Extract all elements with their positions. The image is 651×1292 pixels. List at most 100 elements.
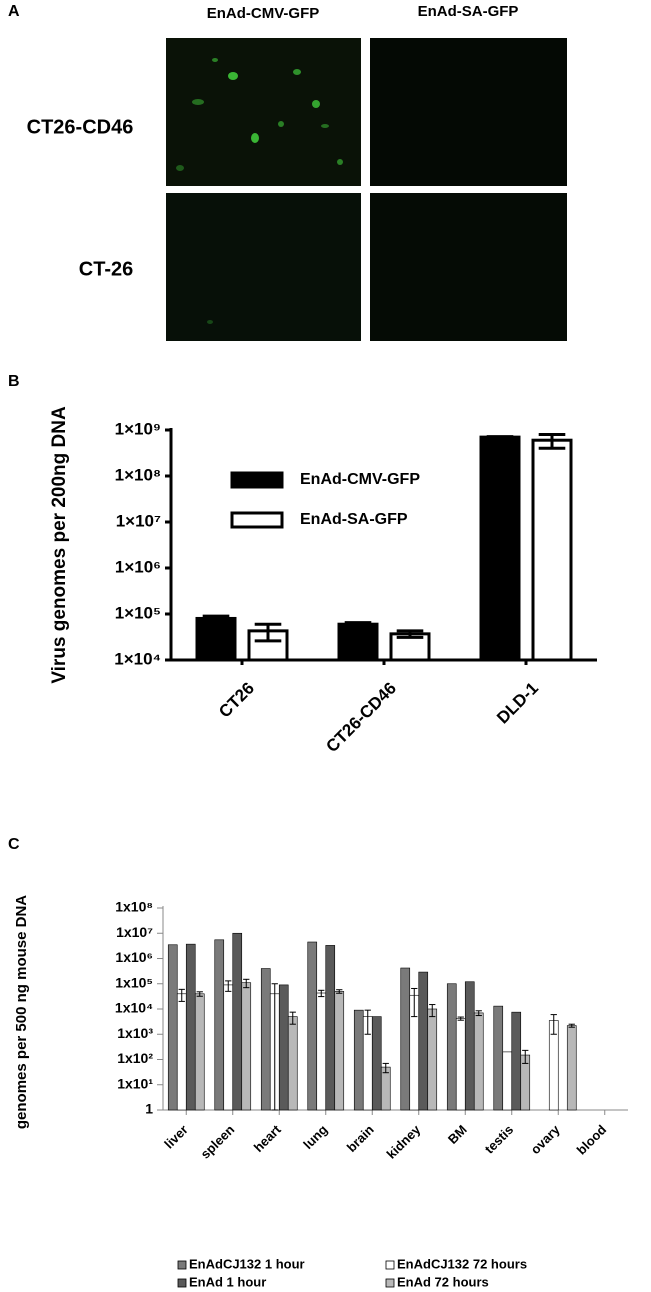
y-tick-label: 1×10⁷: [116, 511, 161, 530]
bar: [455, 1018, 466, 1111]
error-bar: [411, 987, 418, 1018]
x-tick-label: ovary: [528, 1121, 564, 1157]
y-tick-label: 1×10⁵: [115, 603, 161, 622]
bar: [167, 944, 178, 1111]
x-tick-label: blood: [574, 1122, 610, 1158]
bar: [566, 1025, 577, 1111]
x-tick-label: spleen: [198, 1122, 238, 1162]
y-tick-label: 1x10¹: [117, 1075, 153, 1091]
error-bar: [344, 621, 372, 628]
error-bar: [196, 991, 203, 997]
y-tick-label: 1x10⁶: [115, 949, 153, 965]
panel-label: A: [8, 3, 20, 20]
panel-label: C: [8, 836, 20, 853]
bar: [194, 993, 205, 1111]
error-bar: [382, 1062, 389, 1074]
y-tick-label: 1x10⁷: [116, 924, 153, 940]
bar: [502, 1051, 513, 1111]
error-bar: [178, 988, 185, 1002]
x-tick-label: lung: [300, 1122, 330, 1152]
bar: [223, 984, 234, 1111]
legend-label: EnAd-SA-GFP: [300, 511, 408, 528]
column-title: EnAd-CMV-GFP: [207, 5, 320, 22]
column-title: EnAd-SA-GFP: [418, 3, 519, 20]
bar: [493, 1005, 504, 1111]
bar: [446, 983, 457, 1111]
y-tick-label: 1×10⁸: [115, 465, 161, 484]
error-bar: [550, 1014, 557, 1035]
bar: [316, 992, 327, 1111]
legend-swatch: [177, 1278, 187, 1288]
micrograph: [370, 193, 567, 341]
error-bar: [271, 983, 278, 1111]
y-tick-label: 1×10⁴: [114, 649, 161, 668]
x-tick-label: liver: [161, 1122, 191, 1152]
legend-label: EnAdCJ132 1 hour: [189, 1256, 305, 1271]
bar: [473, 1012, 484, 1111]
y-tick-label: 1: [145, 1101, 153, 1117]
bar: [464, 981, 475, 1111]
error-bar: [457, 1016, 464, 1021]
error-bar: [475, 1010, 482, 1017]
bar: [278, 984, 289, 1111]
legend-label: EnAdCJ132 72 hours: [397, 1256, 527, 1271]
x-tick-label: BM: [445, 1122, 470, 1147]
legend-swatch: [385, 1278, 395, 1288]
bar: [307, 941, 318, 1111]
error-bar: [538, 432, 566, 450]
bar: [380, 1066, 391, 1111]
y-tick-label: 1x10⁸: [115, 899, 153, 915]
micrograph: [166, 193, 361, 341]
y-tick-label: 1x10³: [117, 1025, 153, 1041]
bar: [232, 932, 243, 1111]
bar: [371, 1016, 382, 1111]
row-title: CT-26: [79, 258, 133, 280]
x-tick-label: testis: [482, 1122, 517, 1157]
y-tick-label: 1x10⁵: [115, 974, 153, 990]
x-tick-label: heart: [251, 1121, 285, 1155]
bar: [418, 971, 429, 1111]
error-bar: [486, 435, 514, 440]
legend-swatch: [385, 1260, 395, 1270]
error-bar: [364, 1009, 371, 1035]
error-bar: [243, 978, 250, 989]
row-title: CT26-CD46: [27, 116, 134, 138]
y-axis-title: genomes per 500 ng mouse DNA: [13, 895, 30, 1129]
bar: [176, 993, 187, 1111]
bar: [241, 982, 252, 1111]
x-tick-label: DLD-1: [493, 679, 542, 728]
error-bar: [202, 614, 230, 623]
error-bar: [289, 1011, 296, 1025]
y-tick-label: 1×10⁶: [115, 557, 161, 576]
bar: [260, 968, 271, 1111]
y-tick-label: 1×10⁹: [115, 419, 161, 438]
error-bar: [522, 1049, 529, 1064]
error-bar: [336, 989, 343, 994]
micrograph: [166, 38, 361, 186]
error-bar: [568, 1023, 575, 1028]
legend-label: EnAd 72 hours: [397, 1274, 489, 1289]
y-tick-label: 1x10²: [117, 1050, 153, 1066]
y-tick-label: 1x10⁴: [115, 1000, 153, 1016]
error-bar: [225, 980, 232, 992]
bar: [427, 1008, 438, 1111]
x-tick-label: brain: [344, 1122, 377, 1155]
bar: [531, 438, 573, 662]
x-tick-label: kidney: [384, 1121, 424, 1161]
legend-label: EnAd 1 hour: [189, 1274, 266, 1289]
bar: [334, 991, 345, 1111]
bar: [479, 435, 521, 662]
error-bar: [318, 989, 325, 998]
bar: [511, 1011, 522, 1111]
error-bar: [254, 622, 282, 643]
bar: [195, 616, 237, 662]
bar: [287, 1016, 298, 1111]
micrographs: [166, 38, 567, 341]
bar: [214, 939, 225, 1111]
error-bar: [429, 1004, 436, 1018]
legend-label: EnAd-CMV-GFP: [300, 471, 420, 488]
bar: [337, 622, 379, 662]
legend-swatch: [177, 1260, 187, 1270]
